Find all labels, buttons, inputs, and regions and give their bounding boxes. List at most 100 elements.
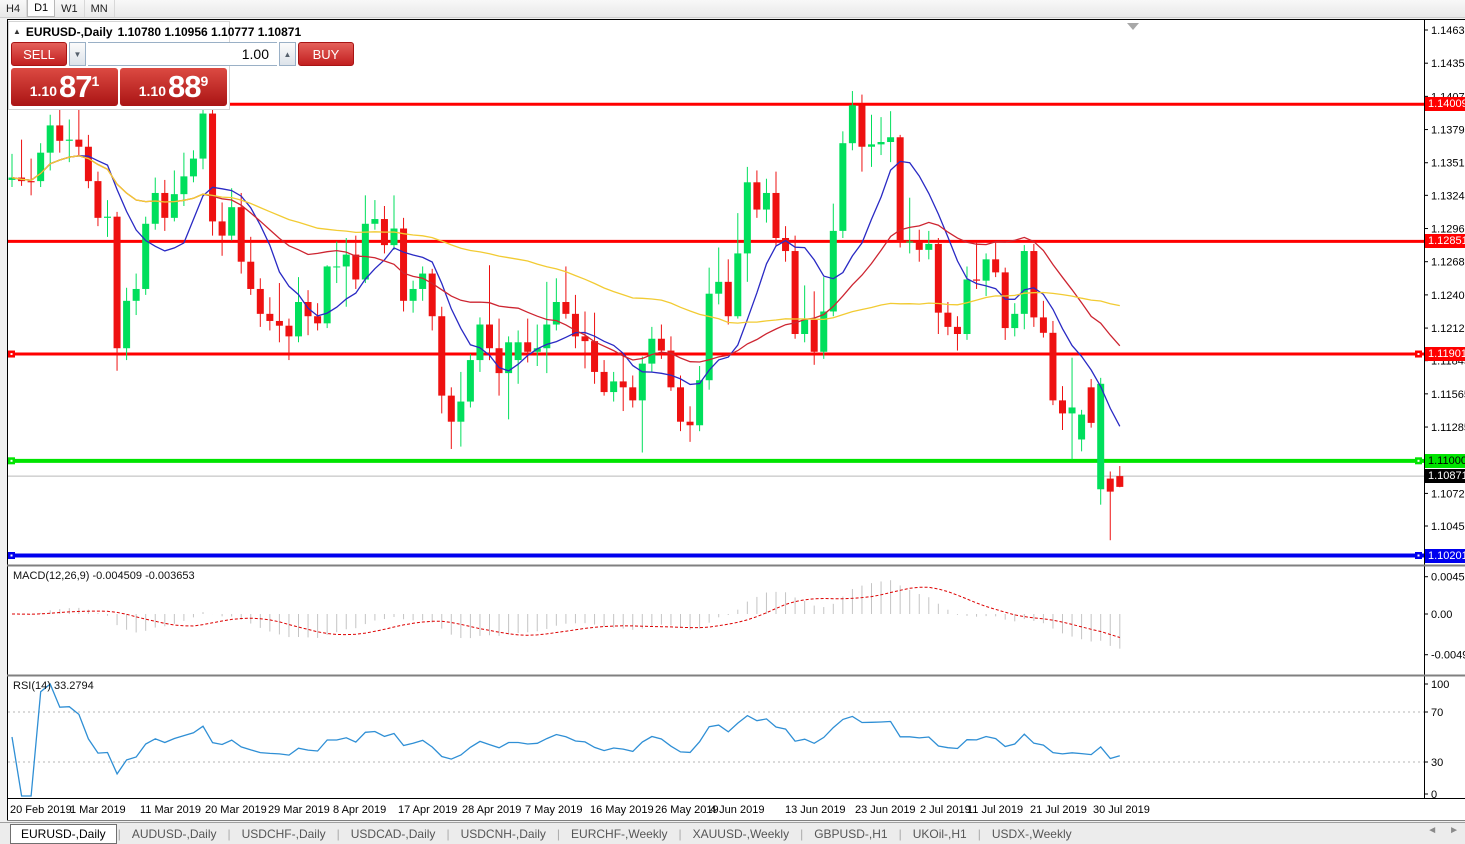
candle-body	[505, 342, 513, 374]
candle-body	[151, 192, 159, 224]
candle-body	[762, 192, 770, 210]
candle-body	[371, 219, 379, 224]
macd-label: MACD(12,26,9) -0.004509 -0.003653	[13, 570, 195, 582]
volume-decrease-button[interactable]: ▼	[69, 42, 86, 66]
buy-button[interactable]: BUY	[298, 42, 354, 66]
date-axis-label: 28 Apr 2019	[462, 804, 521, 816]
candle-body	[486, 324, 493, 349]
tab-scroll-right-icon[interactable]: ►	[1449, 825, 1459, 836]
candle-body	[753, 182, 761, 210]
line-end-marker-dot	[1417, 459, 1420, 462]
candle-body	[333, 266, 341, 268]
candle-body	[677, 387, 684, 422]
level-price-badge: 1.14009	[1425, 97, 1465, 111]
chart-tab-gbpusd-h1[interactable]: GBPUSD-,H1	[814, 826, 888, 841]
candle-body	[686, 421, 694, 426]
level-price-badge: 1.12851	[1425, 234, 1465, 248]
collapse-panel-icon[interactable]: ▲	[13, 27, 21, 36]
candle-body	[868, 144, 875, 147]
candle-body	[314, 316, 322, 324]
candle-body	[323, 266, 331, 324]
macd-axis-tick-label: -0.00494	[1431, 650, 1465, 662]
volume-increase-button[interactable]: ▲	[279, 42, 296, 66]
line-end-marker-dot	[10, 459, 13, 462]
buy-price-panel[interactable]: 1.10 88 9	[120, 68, 227, 106]
rsi-axis-tick-label: 100	[1431, 679, 1449, 691]
candle-body	[84, 146, 92, 182]
candle-body	[123, 300, 131, 349]
date-axis-label: 7 May 2019	[525, 804, 582, 816]
rsi-label: RSI(14) 33.2794	[13, 680, 94, 692]
moving-average-line	[11, 155, 1121, 427]
chart-tab-usdcad-daily[interactable]: USDCAD-,Daily	[350, 826, 436, 841]
candle-body	[94, 181, 102, 218]
timeframe-button-mn[interactable]: MN	[85, 0, 115, 17]
candle-body	[934, 243, 942, 313]
candle-body	[696, 380, 704, 426]
candle-body	[877, 142, 885, 145]
candle-body	[610, 381, 618, 393]
candle-body	[285, 325, 293, 337]
date-axis-label: 1 Mar 2019	[70, 804, 126, 816]
candle-body	[1097, 383, 1105, 490]
candle-body	[953, 326, 961, 334]
candle-body	[218, 221, 226, 236]
candle-body	[791, 251, 799, 334]
chart-tab-xauusd-weekly[interactable]: XAUUSD-,Weekly	[692, 826, 790, 841]
candle-body	[1116, 476, 1124, 487]
date-axis-label: 26 May 2019	[655, 804, 719, 816]
chart-tab-eurchf-weekly[interactable]: EURCHF-,Weekly	[571, 826, 668, 841]
chart-tab-usdcnh-daily[interactable]: USDCNH-,Daily	[460, 826, 546, 841]
buy-price-sup: 9	[200, 73, 209, 89]
candle-body	[476, 324, 484, 361]
candle-body	[352, 254, 360, 280]
candle-body	[858, 105, 866, 147]
candle-body	[1078, 414, 1086, 440]
chart-tab-eurusd-daily[interactable]: EURUSD-,Daily	[10, 823, 117, 844]
candle-body	[37, 152, 45, 182]
candle-body	[552, 302, 560, 325]
candle-body	[992, 259, 1000, 273]
price-axis-tick-label: 1.14635	[1431, 25, 1465, 37]
volume-input[interactable]	[88, 42, 277, 66]
timeframe-button-w1[interactable]: W1	[55, 0, 85, 17]
candle-body	[113, 216, 121, 349]
candle-body	[581, 336, 589, 342]
timeframe-button-d1[interactable]: D1	[27, 0, 56, 17]
timeframe-button-h4[interactable]: H4	[0, 0, 28, 17]
candle-body	[266, 313, 274, 321]
rsi-axis-tick-label: 30	[1431, 757, 1443, 769]
candle-body	[772, 192, 780, 238]
candle-body	[409, 288, 417, 301]
candle-body	[848, 105, 856, 144]
chart-tab-usdx-weekly[interactable]: USDX-,Weekly	[991, 826, 1072, 841]
chart-tab-audusd-daily[interactable]: AUDUSD-,Daily	[131, 826, 217, 841]
candle-body	[801, 319, 809, 334]
candle-body	[132, 288, 140, 301]
rsi-axis-tick-label: 70	[1431, 707, 1443, 719]
chart-tab-ukoil-h1[interactable]: UKOil-,H1	[912, 826, 967, 841]
sell-price-panel[interactable]: 1.10 87 1	[11, 68, 118, 106]
candle-body	[906, 241, 914, 243]
candle-body	[75, 139, 83, 147]
price-axis-tick-label: 1.11285	[1431, 422, 1465, 434]
chart-tab-usdchf-daily[interactable]: USDCHF-,Daily	[241, 826, 326, 841]
tab-separator: |	[446, 826, 450, 841]
date-axis-label: 2 Jul 2019	[920, 804, 971, 816]
candle-body	[275, 320, 283, 326]
candle-body	[466, 360, 474, 402]
candle-body	[1011, 313, 1019, 329]
buy-price-big: 88	[167, 69, 201, 104]
candle-body	[657, 338, 665, 351]
candle-body	[256, 288, 264, 314]
level-price-badge: 1.11000	[1425, 454, 1465, 468]
candle-body	[161, 192, 169, 218]
tab-separator: |	[977, 826, 981, 841]
tab-scroll-left-icon[interactable]: ◄	[1427, 825, 1438, 836]
sell-button[interactable]: SELL	[11, 42, 67, 66]
sell-price-big: 87	[58, 69, 92, 104]
date-axis-label: 11 Mar 2019	[140, 804, 201, 816]
candle-body	[189, 158, 197, 177]
